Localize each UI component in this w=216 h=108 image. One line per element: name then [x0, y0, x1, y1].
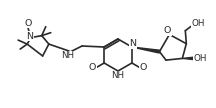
- Text: O: O: [24, 19, 32, 28]
- Text: OH: OH: [192, 19, 205, 28]
- Text: NH: NH: [61, 52, 75, 60]
- Text: O: O: [164, 26, 171, 35]
- Text: O: O: [89, 63, 96, 72]
- Polygon shape: [182, 57, 194, 60]
- Text: N: N: [129, 40, 136, 48]
- Polygon shape: [132, 47, 160, 53]
- Text: OH: OH: [194, 54, 207, 63]
- Text: O: O: [140, 63, 147, 72]
- Text: N: N: [26, 32, 33, 41]
- Text: NH: NH: [111, 71, 125, 80]
